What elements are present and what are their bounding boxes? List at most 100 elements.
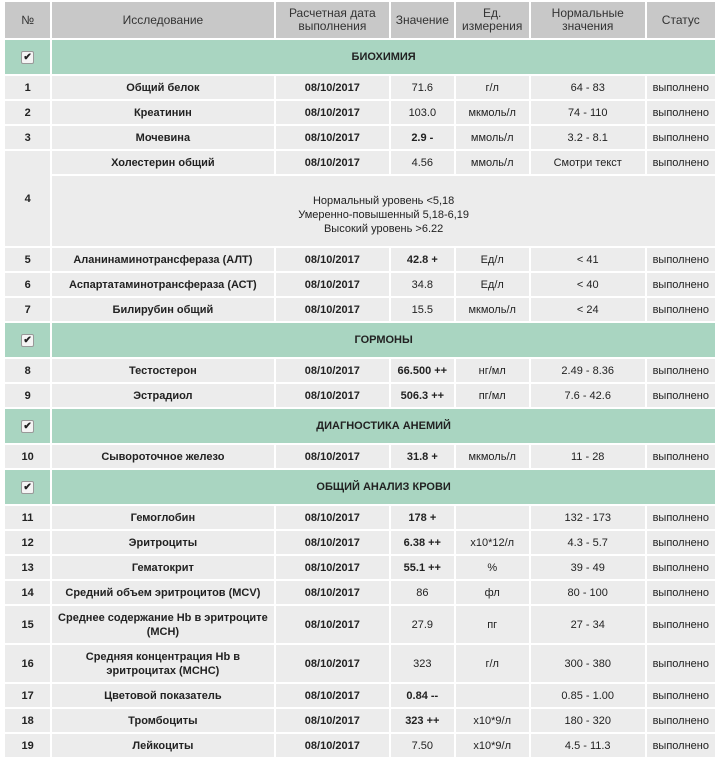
normal-range: 27 - 34	[530, 606, 645, 643]
checkbox-checked-icon[interactable]: ✔	[21, 50, 35, 64]
results-table: № Исследование Расчетная дата выполнения…	[3, 0, 717, 759]
normal-range: 4.5 - 11.3	[530, 734, 645, 757]
status: выполнено	[646, 273, 715, 296]
due-date: 08/10/2017	[275, 581, 390, 604]
row-number: 10	[5, 445, 51, 468]
due-date: 08/10/2017	[275, 151, 390, 174]
status: выполнено	[646, 298, 715, 321]
table-row: 7 Билирубин общий 08/10/2017 15.5 мкмоль/л < …	[5, 298, 715, 321]
checkbox-checked-icon[interactable]: ✔	[21, 480, 35, 494]
row-number: 11	[5, 506, 51, 529]
result-value: 27.9	[391, 606, 454, 643]
table-row: 10 Сывороточное железо 08/10/2017 31.8 + мкм…	[5, 445, 715, 468]
table-row: 19 Лейкоциты 08/10/2017 7.50 x10*9/л 4.5 - 11…	[5, 734, 715, 757]
study-name: Холестерин общий	[52, 151, 274, 174]
result-value: 6.38 ++	[391, 531, 454, 554]
note-row: Нормальный уровень <5,18 Умеренно-повышен…	[5, 176, 715, 246]
status: выполнено	[646, 445, 715, 468]
status: выполнено	[646, 151, 715, 174]
status: выполнено	[646, 734, 715, 757]
section-title: ГОРМОНЫ	[52, 323, 715, 357]
study-name: Сывороточное железо	[52, 445, 274, 468]
due-date: 08/10/2017	[275, 384, 390, 407]
study-name: Средняя концентрация Hb в эритроцитах (M…	[52, 645, 274, 682]
table-row: 16 Средняя концентрация Hb в эритроцитах …	[5, 645, 715, 682]
table-row: 18 Тромбоциты 08/10/2017 323 ++ x10*9/л 180 -…	[5, 709, 715, 732]
study-name: Лейкоциты	[52, 734, 274, 757]
study-name: Цветовой показатель	[52, 684, 274, 707]
normal-range: < 40	[530, 273, 645, 296]
checkbox-checked-icon[interactable]: ✔	[21, 419, 35, 433]
row-number: 12	[5, 531, 51, 554]
unit: x10*9/л	[455, 709, 529, 732]
section-row: ✔ ДИАГНОСТИКА АНЕМИЙ	[5, 409, 715, 443]
header-row: № Исследование Расчетная дата выполнения…	[5, 2, 715, 38]
result-value: 31.8 +	[391, 445, 454, 468]
result-value: 71.6	[391, 76, 454, 99]
normal-range: 39 - 49	[530, 556, 645, 579]
table-row: 11 Гемоглобин 08/10/2017 178 + 132 - 173 выпо…	[5, 506, 715, 529]
table-row: 6 Аспартатаминотрансфераза (АСТ) 08/10/201…	[5, 273, 715, 296]
col-date: Расчетная дата выполнения	[275, 2, 390, 38]
due-date: 08/10/2017	[275, 709, 390, 732]
due-date: 08/10/2017	[275, 645, 390, 682]
unit: %	[455, 556, 529, 579]
normal-range: 4.3 - 5.7	[530, 531, 645, 554]
normal-range: 80 - 100	[530, 581, 645, 604]
unit: x10*9/л	[455, 734, 529, 757]
section-title: ДИАГНОСТИКА АНЕМИЙ	[52, 409, 715, 443]
result-value: 42.8 +	[391, 248, 454, 271]
row-number: 18	[5, 709, 51, 732]
unit	[455, 506, 529, 529]
unit: г/л	[455, 645, 529, 682]
col-norm: Нормальные значения	[530, 2, 645, 38]
status: выполнено	[646, 248, 715, 271]
unit: мкмоль/л	[455, 298, 529, 321]
row-number: 3	[5, 126, 51, 149]
row-number: 15	[5, 606, 51, 643]
row-number: 17	[5, 684, 51, 707]
row-number: 7	[5, 298, 51, 321]
row-number: 1	[5, 76, 51, 99]
section-title: ОБЩИЙ АНАЛИЗ КРОВИ	[52, 470, 715, 504]
row-number: 9	[5, 384, 51, 407]
result-value: 2.9 -	[391, 126, 454, 149]
study-name: Гемоглобин	[52, 506, 274, 529]
normal-range: 0.85 - 1.00	[530, 684, 645, 707]
status: выполнено	[646, 531, 715, 554]
result-value: 15.5	[391, 298, 454, 321]
due-date: 08/10/2017	[275, 684, 390, 707]
unit: мкмоль/л	[455, 445, 529, 468]
table-row: 5 Аланинаминотрансфераза (АЛТ) 08/10/2017 4…	[5, 248, 715, 271]
checkbox-checked-icon[interactable]: ✔	[21, 333, 35, 347]
result-value: 7.50	[391, 734, 454, 757]
row-number: 4	[5, 151, 51, 246]
status: выполнено	[646, 101, 715, 124]
row-number: 19	[5, 734, 51, 757]
study-name: Гематокрит	[52, 556, 274, 579]
status: выполнено	[646, 76, 715, 99]
normal-range: < 41	[530, 248, 645, 271]
normal-range: 7.6 - 42.6	[530, 384, 645, 407]
due-date: 08/10/2017	[275, 606, 390, 643]
status: выполнено	[646, 709, 715, 732]
study-name: Средний объем эритроцитов (MCV)	[52, 581, 274, 604]
study-name: Билирубин общий	[52, 298, 274, 321]
result-value: 103.0	[391, 101, 454, 124]
section-title: БИОХИМИЯ	[52, 40, 715, 74]
note-line: Умеренно-повышенный 5,18-6,19	[298, 209, 470, 221]
row-number: 14	[5, 581, 51, 604]
unit: пг	[455, 606, 529, 643]
status: выполнено	[646, 684, 715, 707]
col-unit: Ед. измерения	[455, 2, 529, 38]
study-name: Тестостерон	[52, 359, 274, 382]
result-value: 506.3 ++	[391, 384, 454, 407]
normal-range: 132 - 173	[530, 506, 645, 529]
due-date: 08/10/2017	[275, 734, 390, 757]
row-number: 2	[5, 101, 51, 124]
normal-range: 74 - 110	[530, 101, 645, 124]
normal-range: 11 - 28	[530, 445, 645, 468]
status: выполнено	[646, 506, 715, 529]
due-date: 08/10/2017	[275, 359, 390, 382]
table-row: 9 Эстрадиол 08/10/2017 506.3 ++ пг/мл 7.6 - 4…	[5, 384, 715, 407]
